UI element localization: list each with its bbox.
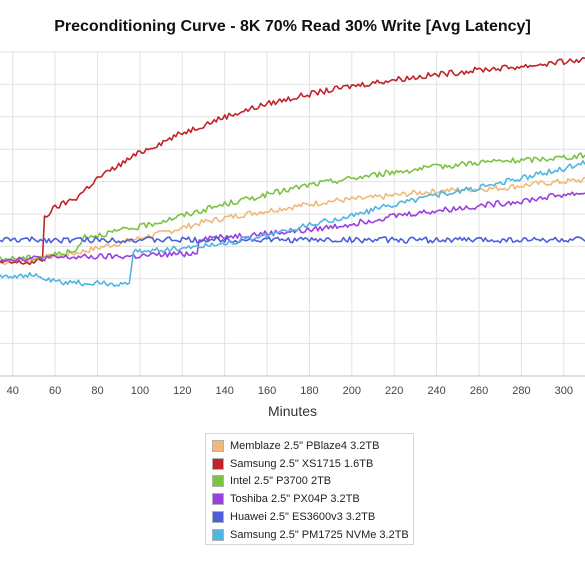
- legend-item[interactable]: Intel 2.5" P3700 2TB: [212, 473, 413, 491]
- legend-swatch: [212, 511, 224, 524]
- series-line: [0, 176, 585, 266]
- x-tick-label: 240: [427, 385, 445, 397]
- x-tick-label: 60: [49, 385, 61, 397]
- legend-item[interactable]: Samsung 2.5" PM1725 NVMe 3.2TB: [212, 526, 413, 544]
- chart-title: Preconditioning Curve - 8K 70% Read 30% …: [54, 18, 531, 35]
- x-tick-label: 260: [470, 385, 488, 397]
- legend-item[interactable]: Toshiba 2.5" PX04P 3.2TB: [212, 490, 413, 508]
- legend-swatch: [212, 457, 224, 470]
- x-tick-label: 300: [555, 385, 573, 397]
- legend-item[interactable]: Huawei 2.5" ES3600v3 3.2TB: [212, 508, 413, 526]
- x-tick-label: 140: [215, 385, 233, 397]
- x-tick-label: 100: [131, 385, 149, 397]
- x-tick-label: 160: [258, 385, 276, 397]
- legend-swatch: [212, 439, 224, 452]
- legend-label: Samsung 2.5" PM1725 NVMe 3.2TB: [230, 528, 409, 541]
- legend-swatch: [212, 475, 224, 488]
- x-tick-label: 180: [300, 385, 318, 397]
- legend-swatch: [212, 493, 224, 506]
- line-chart: 40 60 80 100 120 140 160 180 200 220 240 260 280 300: [0, 51, 585, 397]
- series-lines: [0, 56, 585, 288]
- x-tick-label: 40: [7, 385, 19, 397]
- legend-label: Huawei 2.5" ES3600v3 3.2TB: [230, 511, 376, 524]
- legend-label: Toshiba 2.5" PX04P 3.2TB: [230, 493, 360, 506]
- legend: Memblaze 2.5" PBlaze4 3.2TB Samsung 2.5" …: [205, 433, 414, 545]
- x-tick-label: 80: [91, 385, 103, 397]
- legend-item[interactable]: Samsung 2.5" XS1715 1.6TB: [212, 455, 413, 473]
- series-line: [0, 56, 585, 266]
- series-line: [0, 160, 585, 288]
- legend-swatch: [212, 528, 224, 541]
- legend-label: Samsung 2.5" XS1715 1.6TB: [230, 457, 374, 470]
- x-tick-label: 200: [343, 385, 361, 397]
- x-tick-labels: 40 60 80 100 120 140 160 180 200 220 240 260 280 300: [7, 385, 573, 397]
- legend-item[interactable]: Memblaze 2.5" PBlaze4 3.2TB: [212, 437, 413, 455]
- x-tick-label: 220: [385, 385, 403, 397]
- x-tick-label: 120: [173, 385, 191, 397]
- x-axis-label: Minutes: [267, 403, 318, 419]
- grid-lines: [0, 51, 585, 377]
- series-line: [0, 152, 585, 263]
- series-line: [0, 236, 585, 244]
- x-tick-label: 280: [512, 385, 530, 397]
- legend-label: Memblaze 2.5" PBlaze4 3.2TB: [230, 439, 380, 452]
- legend-label: Intel 2.5" P3700 2TB: [230, 475, 332, 488]
